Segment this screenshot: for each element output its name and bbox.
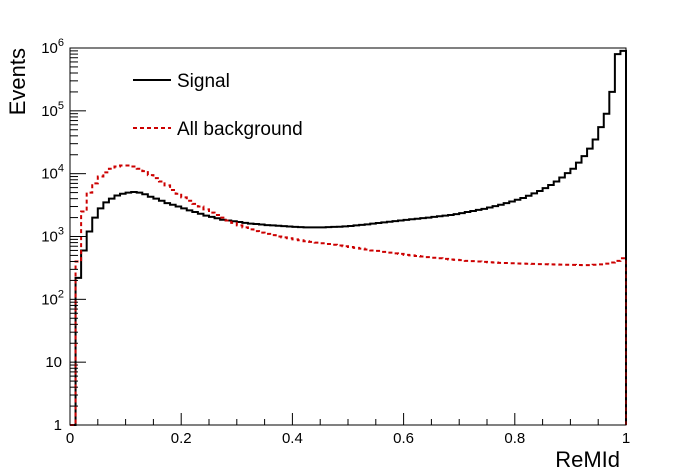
x-tick-label: 0.6 xyxy=(393,430,414,447)
x-tick-label: 1 xyxy=(622,430,630,447)
y-axis-title: Events xyxy=(5,48,30,115)
x-axis-title: ReMId xyxy=(555,447,620,472)
x-axis-ticks: 0 0.2 0.4 0.6 0.8 1 xyxy=(66,413,630,447)
x-tick-label: 0.2 xyxy=(171,430,192,447)
legend-signal-label: Signal xyxy=(177,71,230,92)
y-tick-label: 103 xyxy=(41,226,64,246)
y-tick-label: 104 xyxy=(41,163,64,183)
y-tick-label: 105 xyxy=(41,100,64,120)
legend-background-label: All background xyxy=(177,119,303,140)
y-tick-label: 106 xyxy=(41,37,64,57)
x-tick-label: 0.4 xyxy=(282,430,303,447)
y-tick-label: 10 xyxy=(45,354,62,371)
series-line-signal xyxy=(70,49,627,426)
x-tick-label: 0 xyxy=(66,430,74,447)
x-tick-label: 0.8 xyxy=(504,430,525,447)
y-axis-ticks: 1 10 102 103 104 105 106 xyxy=(41,37,86,434)
series-layer xyxy=(70,49,627,426)
legend: Signal All background xyxy=(133,71,303,140)
series-line-all-background xyxy=(70,164,627,426)
y-tick-label: 1 xyxy=(54,417,62,434)
y-tick-label: 102 xyxy=(41,288,64,308)
